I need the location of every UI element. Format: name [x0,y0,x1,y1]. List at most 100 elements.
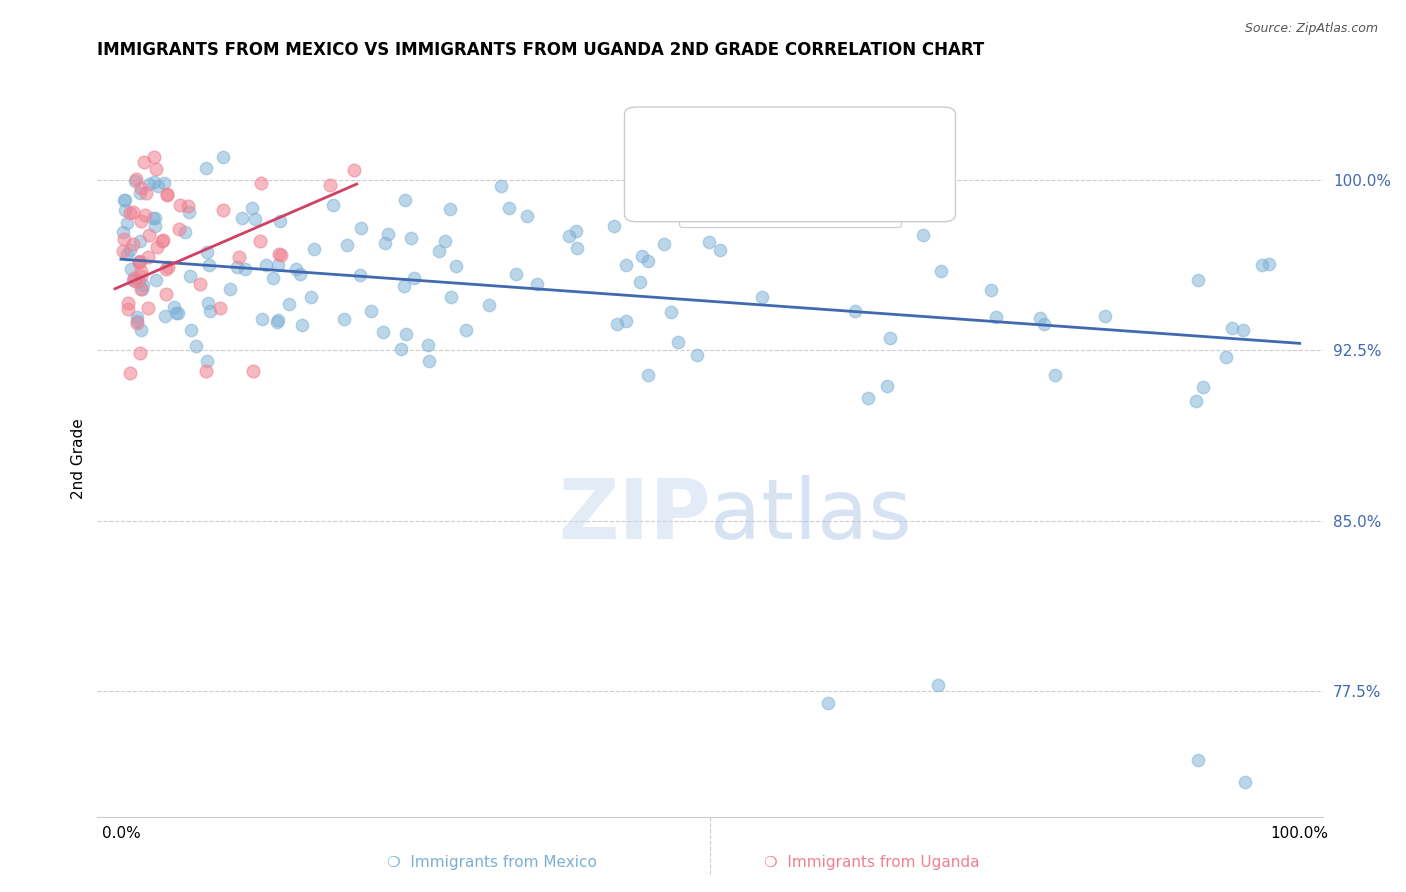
Mexico [143,211,166,225]
Mexico [377,227,399,242]
Mexico [668,334,690,349]
Mexico [142,175,165,189]
Mexico [198,258,221,272]
Uganda [155,286,177,301]
Mexico [980,283,1002,297]
Mexico [498,201,520,215]
Mexico [637,368,659,382]
Uganda [124,274,146,288]
Mexico [114,193,136,207]
Mexico [153,309,176,323]
Mexico [143,219,166,234]
Mexico [1187,273,1209,287]
Text: ❍  Immigrants from Uganda: ❍ Immigrants from Uganda [763,855,980,870]
Mexico [1029,310,1052,325]
Text: Source: ZipAtlas.com: Source: ZipAtlas.com [1244,22,1378,36]
Uganda [129,269,152,284]
Mexico [927,678,949,692]
Mexico [165,306,187,320]
Mexico [478,298,501,312]
Mexico [262,270,284,285]
Text: ❍  Immigrants from Mexico: ❍ Immigrants from Mexico [387,855,598,870]
Uganda [138,227,160,242]
Mexico [131,282,153,296]
Mexico [416,338,439,352]
Uganda [129,281,152,295]
Mexico [198,304,221,318]
Mexico [142,211,165,225]
Mexico [245,212,267,227]
Mexico [118,243,141,257]
Mexico [433,234,456,248]
Mexico [709,244,731,258]
Mexico [394,193,416,207]
Text: atlas: atlas [710,475,912,556]
Mexico [267,258,290,272]
Mexico [226,260,249,275]
Mexico [302,242,325,256]
Mexico [240,202,263,216]
Uganda [150,234,173,248]
Mexico [1184,394,1206,409]
Text: IMMIGRANTS FROM MEXICO VS IMMIGRANTS FROM UGANDA 2ND GRADE CORRELATION CHART: IMMIGRANTS FROM MEXICO VS IMMIGRANTS FRO… [97,40,984,59]
Mexico [762,210,785,224]
Uganda [177,199,200,213]
Uganda [152,233,174,247]
Mexico [129,254,152,268]
Mexico [685,348,707,362]
Uganda [169,198,191,212]
Mexico [1187,753,1209,767]
Mexico [516,209,538,223]
Uganda [343,162,366,177]
Mexico [269,214,291,228]
Uganda [195,364,218,378]
Mexico [180,322,202,336]
Mexico [371,325,394,339]
Mexico [751,290,773,304]
Mexico [128,274,150,288]
Mexico [606,317,628,331]
Mexico [218,282,240,296]
Mexico [1232,323,1254,337]
Mexico [195,245,218,260]
Mexico [404,270,426,285]
Uganda [134,155,156,169]
Mexico [427,244,450,259]
Mexico [350,221,373,235]
Mexico [285,261,308,276]
Mexico [333,312,356,326]
Mexico [336,238,359,252]
Mexico [526,277,548,291]
Mexico [267,312,290,326]
Mexico [290,267,312,281]
Uganda [269,247,291,261]
Mexico [439,202,461,216]
Uganda [155,262,177,277]
Mexico [322,198,344,212]
Uganda [188,277,211,291]
Mexico [122,273,145,287]
Mexico [374,235,396,250]
Mexico [652,237,675,252]
Uganda [125,172,148,186]
Mexico [1233,775,1256,789]
Uganda [131,214,153,228]
Uganda [249,234,271,248]
FancyBboxPatch shape [624,107,956,222]
Uganda [125,316,148,330]
Mexico [197,296,219,310]
Uganda [136,250,159,264]
Uganda [128,255,150,269]
Mexico [1033,318,1056,332]
Mexico [233,262,256,277]
Mexico [124,174,146,188]
Mexico [418,354,440,368]
Mexico [565,224,588,238]
Uganda [156,188,179,202]
Mexico [111,225,134,239]
Mexico [194,161,217,175]
Mexico [1215,350,1237,364]
Mexico [1094,310,1116,324]
Mexico [984,310,1007,324]
Uganda [145,162,167,177]
